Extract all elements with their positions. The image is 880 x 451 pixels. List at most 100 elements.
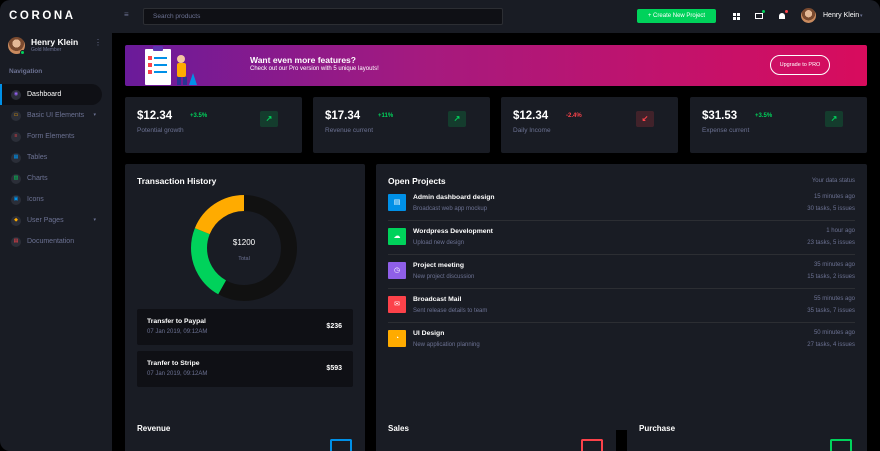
chevron-down-icon[interactable]: ▾ <box>860 13 863 19</box>
sales-card: Sales <box>376 409 616 451</box>
arrow-bottom-left-icon: ↙ <box>636 111 654 127</box>
project-time: 15 minutes ago <box>813 194 855 200</box>
chevron-down-icon: ▾ <box>93 112 96 118</box>
arrow-top-right-icon: ↗ <box>825 111 843 127</box>
topbar-avatar[interactable] <box>801 8 816 23</box>
transaction-title: Tranfer to Stripe <box>147 360 200 367</box>
brand-logo[interactable]: CORONA <box>9 10 76 22</box>
bell-icon[interactable] <box>776 10 788 22</box>
divider <box>388 254 855 255</box>
sidebar-nav: ◉ Dashboard ▭ Basic UI Elements ▾ ≡ Form… <box>0 84 112 252</box>
stat-label: Revenue current <box>325 127 374 134</box>
promo-title: Want even more features? <box>250 55 356 65</box>
sidebar-item-basic-ui-elements[interactable]: ▭ Basic UI Elements ▾ <box>0 105 102 126</box>
search-input[interactable] <box>143 8 503 25</box>
create-project-button[interactable]: + Create New Project <box>637 9 716 23</box>
transaction-amount: $593 <box>326 365 342 372</box>
cloud-download-icon: ☁ <box>388 228 406 245</box>
project-title: UI Design <box>413 330 445 337</box>
security-icon: ◆ <box>11 215 21 226</box>
transaction-date: 07 Jan 2019, 09:12AM <box>147 329 208 335</box>
project-time: 1 hour ago <box>826 228 855 234</box>
card-title: Transaction History <box>137 176 217 186</box>
stat-label: Expense current <box>702 127 750 134</box>
project-title: Project meeting <box>413 262 464 269</box>
grid-icon[interactable] <box>730 10 742 22</box>
stat-value: $31.53 <box>702 110 738 122</box>
donut-center: $1200 Total <box>190 194 298 302</box>
donut-segment-1 <box>191 195 297 301</box>
donut-total-amount: $1200 <box>232 238 256 247</box>
transaction-history-card: Transaction History $1200 Total Transfer… <box>125 164 365 430</box>
stat-card-revenue-current: $17.34 +11% Revenue current ↗ <box>313 97 490 153</box>
stat-card-daily-income: $12.34 -2.4% Daily Income ↙ <box>501 97 678 153</box>
project-subtitle: Broadcast web app mockup <box>413 206 488 212</box>
chevron-down-icon: ▾ <box>93 217 96 223</box>
sidebar-item-user-pages[interactable]: ◆ User Pages ▾ <box>0 210 102 231</box>
file-icon: ▤ <box>388 194 406 211</box>
open-projects-card: Open Projects Your data status ▤ Admin d… <box>376 164 867 430</box>
data-status-label: Your data status <box>811 178 855 184</box>
sidebar-profile[interactable]: Henry Klein Gold Member ⋮ <box>8 37 106 57</box>
nav-heading: Navigation <box>9 68 43 75</box>
contacts-icon: ▣ <box>11 194 21 205</box>
purchase-card: Purchase <box>627 409 867 451</box>
playlist-icon: ≡ <box>11 131 21 142</box>
project-time: 55 minutes ago <box>813 296 855 302</box>
sidebar-item-label: User Pages <box>27 217 64 224</box>
stat-card-potential-growth: $12.34 +3.5% Potential growth ↗ <box>125 97 302 153</box>
upgrade-button[interactable]: Upgrade to PRO <box>770 55 830 75</box>
stat-value: $12.34 <box>513 110 549 122</box>
sidebar-item-dashboard[interactable]: ◉ Dashboard <box>0 84 102 105</box>
project-subtitle: Upload new design <box>413 240 465 246</box>
bell-notification-dot <box>785 10 788 13</box>
sidebar-item-label: Documentation <box>27 238 75 245</box>
avatar[interactable] <box>8 37 25 54</box>
transaction-item[interactable]: Tranfer to Stripe 07 Jan 2019, 09:12AM $… <box>137 351 353 387</box>
promo-subtitle: Check out our Pro version with 5 unique … <box>250 66 379 72</box>
card-title: Sales <box>388 424 409 433</box>
wallet-travel-icon <box>581 439 603 451</box>
sidebar-item-icons[interactable]: ▣ Icons <box>0 189 102 210</box>
project-item[interactable]: ◷ Project meeting New project discussion… <box>388 255 855 289</box>
project-item[interactable]: ▤ Admin dashboard design Broadcast web a… <box>388 187 855 221</box>
project-title: Broadcast Mail <box>413 296 462 303</box>
sidebar-item-label: Charts <box>27 175 48 182</box>
project-item[interactable]: ◔ UI Design New application planning 50 … <box>388 323 855 357</box>
project-tasks: 15 tasks, 2 issues <box>807 274 855 280</box>
donut-total-label: Total <box>238 256 250 262</box>
stat-label: Daily Income <box>513 127 551 134</box>
bell-glyph <box>779 13 785 19</box>
sidebar-item-label: Form Elements <box>27 133 75 140</box>
more-vertical-icon[interactable]: ⋮ <box>94 38 102 47</box>
project-item[interactable]: ☁ Wordpress Development Upload new desig… <box>388 221 855 255</box>
mail-glyph <box>755 13 763 19</box>
donut-segment-2 <box>191 195 297 301</box>
sidebar: CORONA Henry Klein Gold Member ⋮ Navigat… <box>0 0 112 451</box>
stat-label: Potential growth <box>137 127 184 134</box>
project-title: Admin dashboard design <box>413 194 495 201</box>
project-item[interactable]: ✉ Broadcast Mail Sent release details to… <box>388 289 855 323</box>
grid-glyph <box>732 12 740 20</box>
card-title: Purchase <box>639 424 676 433</box>
codepen-icon <box>330 439 352 451</box>
transaction-amount: $236 <box>326 323 342 330</box>
project-tasks: 35 tasks, 7 issues <box>807 308 855 314</box>
sidebar-item-documentation[interactable]: ▤ Documentation <box>0 231 102 252</box>
sidebar-item-charts[interactable]: ▥ Charts <box>0 168 102 189</box>
topbar-user-name[interactable]: Henry Klein <box>823 12 860 19</box>
speedometer-icon: ◉ <box>11 89 21 100</box>
project-subtitle: New project discussion <box>413 274 475 280</box>
divider <box>388 322 855 323</box>
sidebar-item-form-elements[interactable]: ≡ Form Elements <box>0 126 102 147</box>
card-title: Revenue <box>137 424 171 433</box>
transaction-item[interactable]: Transfer to Paypal 07 Jan 2019, 09:12AM … <box>137 309 353 345</box>
stat-percent: -2.4% <box>566 113 582 119</box>
revenue-card: Revenue <box>125 409 365 451</box>
project-time: 35 minutes ago <box>813 262 855 268</box>
project-tasks: 23 tasks, 5 issues <box>807 240 855 246</box>
email-icon[interactable] <box>753 10 765 22</box>
sidebar-item-tables[interactable]: ▦ Tables <box>0 147 102 168</box>
menu-toggle-icon[interactable]: ≡ <box>124 10 129 19</box>
